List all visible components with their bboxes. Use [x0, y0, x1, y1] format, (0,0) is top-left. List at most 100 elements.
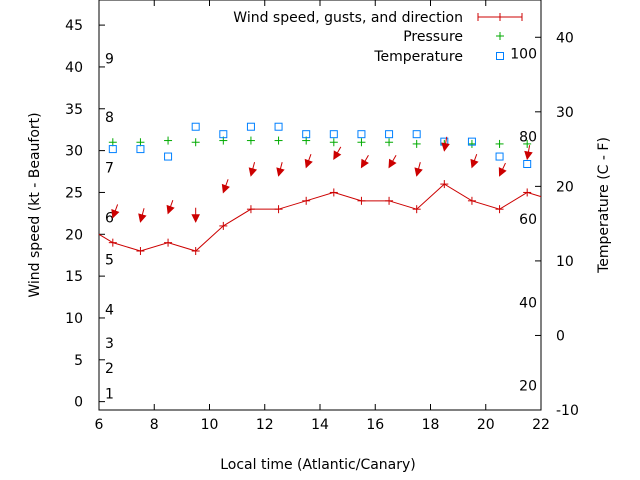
arrow-head: [333, 150, 342, 160]
pressure-point: [164, 136, 173, 145]
temperature-point: [357, 130, 366, 139]
wind-direction-arrow: [221, 179, 230, 194]
wind-direction-arrow: [414, 162, 423, 177]
beaufort-label: 7: [105, 160, 114, 176]
legend: Wind speed, gusts, and direction Pressure…: [233, 10, 523, 65]
wind-speed-point: [357, 196, 366, 205]
beaufort-label: 6: [105, 211, 114, 227]
y-left-tick-label: 15: [65, 269, 83, 285]
temperature-point: [191, 122, 200, 131]
wind-direction-arrow: [138, 208, 147, 223]
wind-speed-point: [467, 196, 476, 205]
wind-speed-point: [164, 238, 173, 247]
pressure-point: [274, 136, 283, 145]
wind-direction-arrow: [333, 146, 342, 160]
temperature-point: [164, 152, 173, 161]
wind-speed-line: [98, 183, 542, 252]
temperature-point: [523, 160, 532, 168]
fahrenheit-label: 20: [519, 378, 537, 394]
temperature-point: [412, 130, 421, 139]
wind-speed-point: [246, 205, 255, 214]
temperature-point: [108, 145, 117, 154]
y-left-tick-label: 25: [65, 185, 83, 201]
wind-speed-point: [108, 238, 117, 247]
y-right-tick-label: -10: [556, 403, 579, 419]
pressure-point: [191, 138, 200, 147]
pressure-point: [412, 139, 421, 148]
pressure-point: [108, 138, 117, 147]
wind-direction-arrow: [498, 162, 507, 177]
arrow-head: [248, 167, 258, 177]
arrow-head: [360, 158, 369, 169]
y-left-tick-label: 30: [65, 144, 83, 160]
wind-direction-arrow: [524, 145, 533, 161]
y-left-tick-label: 35: [65, 102, 83, 118]
y-right-tick-label: 10: [556, 254, 574, 270]
legend-label: Temperature: [373, 49, 463, 65]
y-right-tick-label: 20: [556, 179, 574, 195]
pressure-point: [495, 139, 504, 148]
wind-direction-arrow: [248, 162, 258, 177]
y-right-tick-label: 0: [556, 328, 565, 344]
wind-direction-arrow: [166, 200, 175, 215]
x-tick-label: 14: [311, 417, 329, 433]
wind-speed-point: [412, 205, 421, 214]
arrow-head: [388, 158, 397, 169]
fahrenheit-label: 60: [519, 212, 537, 228]
arrow-head: [111, 209, 120, 219]
x-tick-label: 12: [256, 417, 274, 433]
arrow-head: [166, 204, 175, 215]
wind-direction-arrow: [111, 204, 120, 219]
temperature-point: [219, 130, 228, 139]
wind-speed-point: [302, 196, 311, 205]
wind-speed-point: [219, 221, 228, 230]
wind-direction-arrow: [470, 154, 479, 169]
wind-speed-point: [523, 188, 532, 197]
wind-speed-point: [274, 205, 283, 214]
beaufort-label: 2: [105, 361, 114, 377]
pressure-point: [385, 138, 394, 147]
beaufort-label: 9: [105, 52, 114, 68]
pressure-point: [246, 136, 255, 145]
wind-speed-point: [385, 196, 394, 205]
arrow-head: [498, 167, 507, 177]
temperature-point: [329, 130, 338, 139]
beaufort-label: 8: [105, 110, 114, 126]
x-tick-label: 10: [201, 417, 219, 433]
wind-direction-arrow: [360, 154, 369, 169]
y-left-tick-label: 5: [74, 353, 83, 369]
y-left-tick-label: 40: [65, 60, 83, 76]
x-tick-label: 22: [532, 417, 550, 433]
temperature-point: [467, 137, 476, 146]
pressure-point: [329, 138, 338, 147]
x-tick-label: 8: [150, 417, 159, 433]
beaufort-label: 1: [105, 386, 114, 402]
x-axis-label: Local time (Atlantic/Canary): [220, 457, 416, 473]
wind-speed-point: [329, 188, 338, 197]
wind-speed-point: [495, 205, 504, 214]
wind-direction-arrow: [276, 162, 285, 177]
axis-ticks: 6 8 10 12 14 16 18 20 22051015202530354045-10010…: [65, 0, 579, 433]
temperature-point: [495, 152, 504, 161]
arrow-head: [138, 213, 147, 223]
beaufort-label: 4: [105, 303, 114, 319]
temperature-point: [385, 130, 394, 139]
legend-label: Wind speed, gusts, and direction: [233, 10, 463, 26]
arrow-head: [304, 158, 313, 169]
wind-direction-arrow: [191, 207, 200, 223]
fahrenheit-label: 40: [519, 296, 537, 312]
temperature-point: [302, 130, 311, 139]
temperature-point: [246, 122, 255, 131]
beaufort-label: 5: [105, 252, 114, 268]
plot-frame: [98, 0, 542, 411]
y-left-tick-label: 20: [65, 227, 83, 243]
pressure-point: [136, 138, 145, 147]
wind-speed-point: [440, 180, 449, 189]
wind-direction-arrow: [388, 154, 397, 169]
wind-direction-arrow: [304, 154, 313, 169]
series-layer: [98, 122, 542, 256]
legend-label: Pressure: [403, 29, 463, 45]
temperature-point: [136, 145, 145, 154]
x-tick-label: 18: [422, 417, 440, 433]
